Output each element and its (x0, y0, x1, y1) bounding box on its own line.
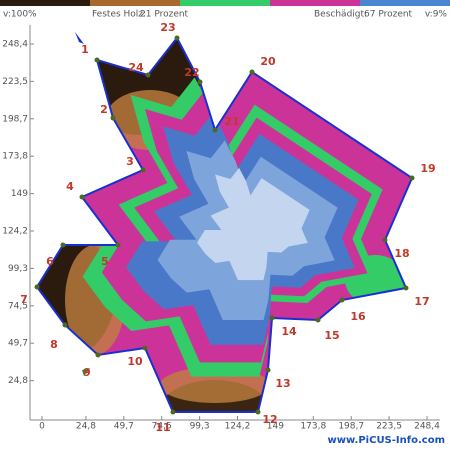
sensor-dot (315, 317, 321, 323)
marker-arrow (82, 368, 90, 376)
scale-magenta (270, 0, 360, 6)
x-tick-label: 0 (39, 422, 45, 432)
sensor-label: 1 (81, 43, 89, 56)
scale-blue (360, 0, 450, 6)
x-tick-label: 24,8 (76, 422, 96, 432)
sensor-label: 17 (414, 295, 429, 308)
sensor-dot (409, 175, 415, 181)
zone-light (197, 167, 310, 281)
sensor-dot (382, 237, 388, 243)
sensor-dot (110, 115, 116, 121)
sensor-dot (197, 79, 203, 85)
y-tick-label: 74,5 (8, 301, 28, 311)
sensor-label: 16 (350, 310, 366, 323)
scale-green (180, 0, 270, 6)
sensor-label: 11 (155, 421, 170, 434)
x-tick-label: 74,5 (152, 422, 172, 432)
sensor-label: 8 (50, 338, 58, 351)
sensor-label: 2 (100, 103, 108, 116)
sensor-dot (145, 72, 151, 78)
sensor-dot (140, 167, 146, 173)
scale-dark (0, 0, 90, 6)
sensor-label: 6 (46, 255, 54, 268)
sensor-dot (339, 297, 345, 303)
sensor-label: 13 (275, 377, 290, 390)
damaged-value: 67 Prozent (364, 10, 413, 20)
sensor-points (34, 35, 415, 415)
x-tick-label: 248,4 (414, 422, 440, 432)
scale-brown (90, 0, 180, 6)
x-tick-label: 223,5 (376, 422, 402, 432)
y-tick-label: 248,4 (2, 40, 28, 50)
y-tick-label: 124,2 (2, 227, 28, 237)
y-tick-label: 198,7 (2, 114, 28, 124)
sensor-dot (79, 194, 85, 200)
sensor-label: 23 (160, 21, 175, 34)
sensor-label: 22 (184, 66, 199, 79)
sensor-label: 5 (101, 255, 109, 268)
sensor-label: 19 (420, 162, 435, 175)
y-tick-label: 173,8 (2, 152, 28, 162)
sensor-dot (60, 242, 66, 248)
sensor-label: 15 (324, 329, 339, 342)
footer-url: www.PiCUS-Info.com (327, 435, 445, 446)
x-tick-label: 173,8 (300, 422, 326, 432)
sensor-dot (255, 409, 261, 415)
sensor-label: 18 (394, 247, 409, 260)
sensor-dot (403, 285, 409, 291)
sensor-dot (212, 127, 218, 133)
north-arrow (75, 32, 84, 44)
sensor-dot (174, 35, 180, 41)
x-tick-label: 99,3 (190, 422, 210, 432)
sensor-label: 21 (224, 115, 239, 128)
solid-value: 21 Prozent (140, 10, 189, 20)
sensor-label: 3 (126, 155, 134, 168)
sensor-label: 12 (262, 413, 277, 426)
solid-label: Festes Holz: (92, 10, 146, 20)
sensor-dot (170, 409, 176, 415)
sensor-dot (94, 57, 100, 63)
v-max: v:100% (3, 10, 37, 20)
sensor-dot (249, 69, 255, 75)
sensor-label: 14 (281, 325, 297, 338)
x-tick-label: 198,7 (338, 422, 364, 432)
sensor-dot (265, 367, 271, 373)
y-tick-label: 223,5 (2, 77, 28, 87)
x-tick-label: 49,7 (114, 422, 134, 432)
sensor-label: 4 (66, 180, 74, 193)
sensor-label: 7 (20, 293, 28, 306)
sensor-dot (34, 284, 40, 290)
y-tick-label: 99,3 (8, 264, 28, 274)
y-tick-label: 24,8 (8, 376, 28, 386)
sensor-dot (62, 322, 68, 328)
sensor-dot (95, 352, 101, 358)
sensor-label: 10 (127, 355, 143, 368)
v-min: v:9% (425, 10, 448, 20)
x-tick-label: 124,2 (225, 422, 251, 432)
sensor-dot (142, 345, 148, 351)
sensor-label: 20 (260, 55, 276, 68)
y-tick-label: 49,7 (8, 339, 28, 349)
x-tick-label: 149 (267, 422, 284, 432)
sensor-dot (269, 315, 275, 321)
sensor-label: 9 (83, 366, 91, 379)
y-tick-label: 149 (11, 189, 28, 199)
damaged-label: Beschädigt: (314, 10, 367, 20)
sensor-label: 24 (128, 61, 144, 74)
sensor-dot (115, 242, 121, 248)
